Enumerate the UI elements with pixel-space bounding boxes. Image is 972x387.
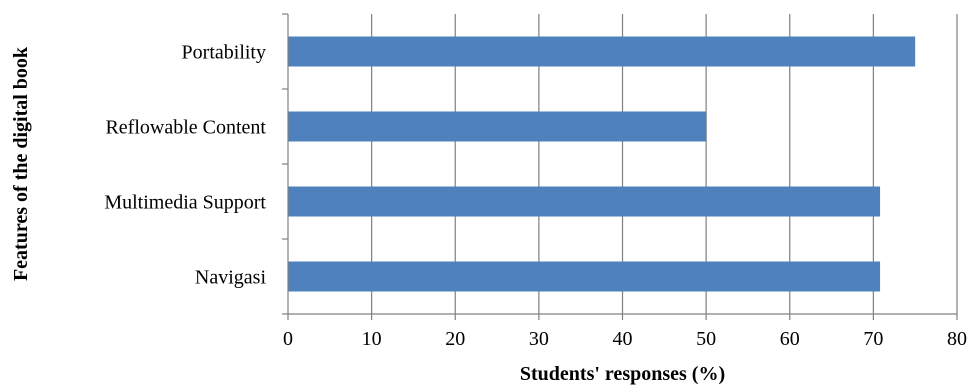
bar — [288, 111, 707, 142]
x-tick-label: 40 — [613, 328, 633, 350]
category-label: Multimedia Support — [104, 192, 266, 214]
category-label: Portability — [182, 42, 266, 64]
bar — [288, 261, 881, 292]
x-tick-label: 80 — [947, 328, 967, 350]
category-label: Navigasi — [195, 267, 267, 289]
x-tick-label: 50 — [696, 328, 716, 350]
x-tick-label: 70 — [863, 328, 883, 350]
bar — [288, 186, 881, 217]
bar — [288, 36, 916, 67]
x-tick-label: 10 — [362, 328, 382, 350]
labels: 0 10 20 30 40 50 60 70 80 Portability Reflowable C… — [104, 42, 967, 351]
bars — [288, 36, 916, 292]
x-axis-title: Students' responses (%) — [520, 363, 725, 385]
x-tick-label: 20 — [445, 328, 465, 350]
y-axis-title: Features of the digital book — [10, 46, 32, 281]
axes — [287, 14, 957, 315]
category-label: Reflowable Content — [105, 117, 266, 139]
x-tick-label: 60 — [780, 328, 800, 350]
x-tick-label: 0 — [283, 328, 293, 350]
x-tick-label: 30 — [529, 328, 549, 350]
